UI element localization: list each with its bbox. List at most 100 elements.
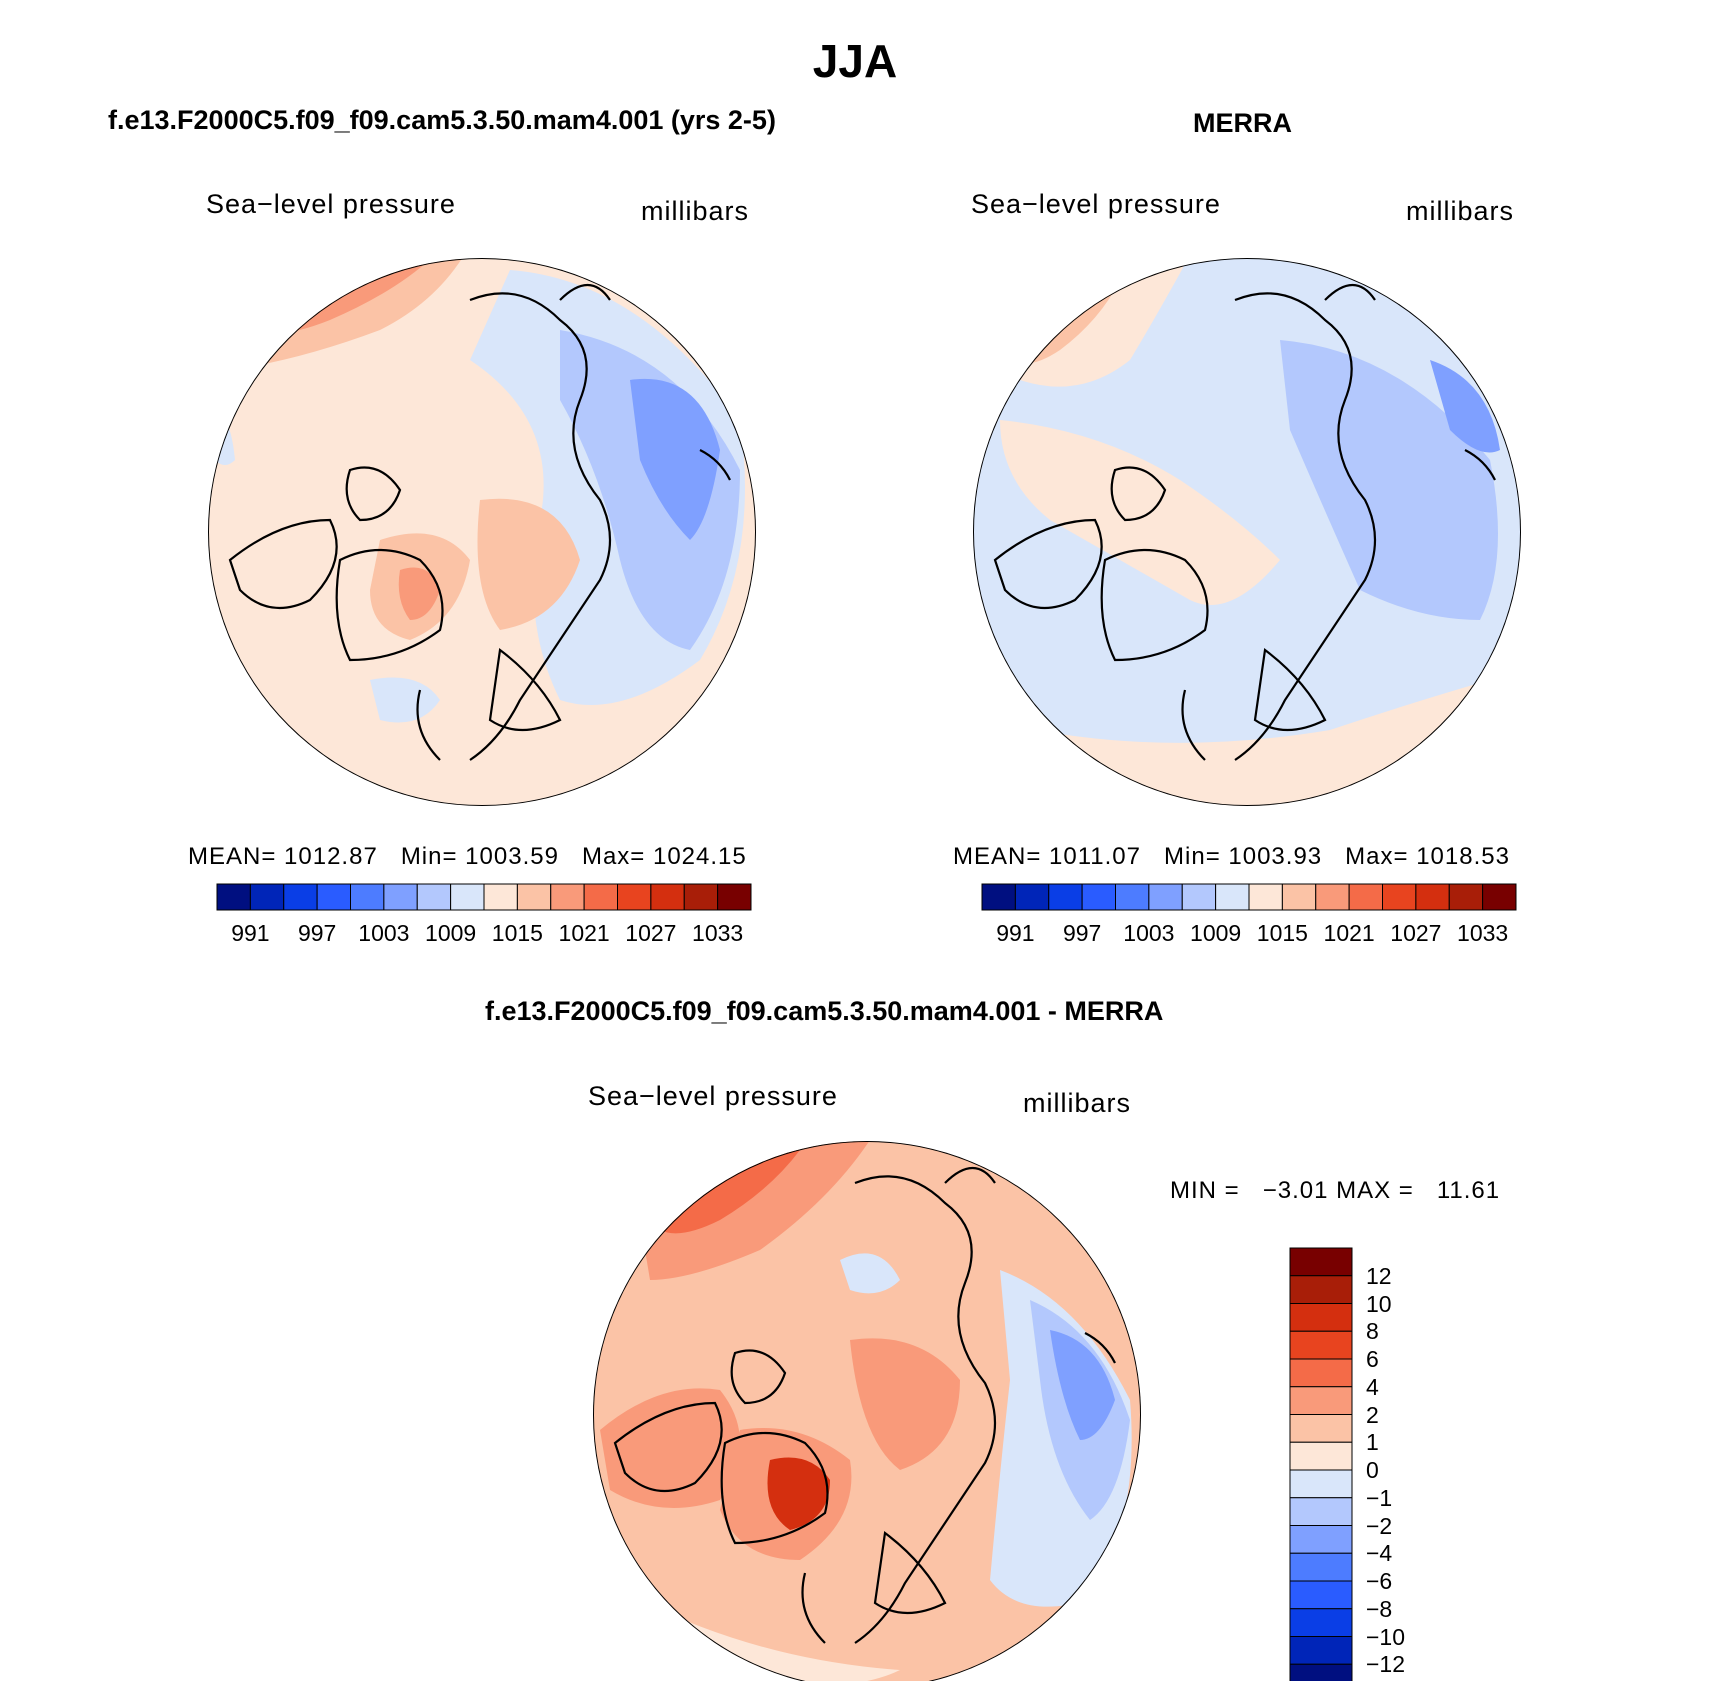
obs-colorbar-tick-label: 1003	[1123, 920, 1175, 946]
obs-map	[973, 258, 1521, 806]
model-colorbar-swatch	[416, 883, 452, 911]
obs-pacific-core-fill	[1430, 360, 1500, 453]
obs-colorbar-tick-label: 1021	[1323, 920, 1375, 946]
obs-min-value: 1003.93	[1228, 843, 1323, 870]
diff-min-value: −3.01	[1262, 1177, 1329, 1204]
model-min-label: Min=	[400, 843, 458, 870]
model-colorbar-tick-label: 1021	[558, 920, 610, 946]
diff-colorbar-swatch	[1289, 1275, 1353, 1304]
model-stats: MEAN= 1012.87 Min= 1003.59 Max= 1024.15	[188, 843, 747, 871]
obs-colorbar-tick-label: 1009	[1190, 920, 1242, 946]
obs-colorbar-swatch	[981, 883, 1016, 911]
diff-colorbar-tick-label: −1	[1366, 1484, 1393, 1511]
diff-colorbar-swatch	[1289, 1469, 1353, 1499]
model-colorbar-swatch	[483, 883, 518, 911]
diff-colorbar-tick-label: 4	[1366, 1373, 1379, 1400]
model-map	[208, 258, 756, 806]
model-mean-value: 1012.87	[284, 843, 378, 870]
diff-colorbar-swatch	[1289, 1552, 1353, 1582]
diff-panel-title: f.e13.F2000C5.f09_f09.cam5.3.50.mam4.001…	[485, 996, 1164, 1026]
diff-colorbar-tick-label: 6	[1366, 1346, 1379, 1372]
model-colorbar-tick-label: 1003	[358, 920, 410, 946]
diff-map	[593, 1141, 1141, 1681]
model-max-value: 1024.15	[652, 843, 747, 870]
obs-max-label: Max=	[1345, 843, 1409, 870]
model-colorbar-tick-label: 1015	[491, 920, 543, 946]
model-colorbar-swatch	[550, 883, 585, 911]
diff-coastlines	[613, 1167, 1116, 1644]
obs-colorbar-swatch	[1382, 883, 1417, 911]
obs-colorbar-tick-label: 1027	[1390, 920, 1442, 946]
diff-min-label: MIN =	[1170, 1177, 1240, 1204]
model-colorbar-swatch	[249, 883, 285, 911]
obs-colorbar-swatch	[1415, 883, 1450, 911]
model-mean-label: MEAN=	[188, 843, 277, 870]
model-colorbar-tick-label: 991	[231, 920, 270, 946]
diff-high-core-fill	[660, 1150, 800, 1234]
diff-colorbar-swatch	[1289, 1358, 1353, 1388]
diff-colorbar-tick-label: 2	[1366, 1401, 1379, 1428]
diff-colorbar-swatch	[1289, 1247, 1353, 1277]
model-min-value: 1003.59	[465, 843, 559, 870]
obs-colorbar-swatch	[1315, 883, 1350, 911]
obs-colorbar-swatch	[1215, 883, 1250, 911]
model-colorbar-swatch	[617, 883, 652, 911]
diff-colorbar-tick-label: −6	[1366, 1568, 1393, 1594]
obs-colorbar-swatch	[1348, 883, 1383, 911]
obs-colorbar	[981, 883, 1517, 911]
diff-stats: MIN = −3.01 MAX = 11.61	[1170, 1177, 1500, 1205]
diff-colorbar-tick-label: 8	[1366, 1318, 1379, 1345]
diff-colorbar-swatch	[1289, 1497, 1353, 1526]
model-colorbar-swatch	[717, 883, 752, 911]
model-coastlines	[228, 284, 731, 761]
diff-left-label: Sea−level pressure	[588, 1081, 838, 1111]
obs-colorbar-tick-label: 1033	[1457, 920, 1509, 946]
obs-mean-value: 1011.07	[1049, 843, 1142, 870]
model-colorbar-tick-label: 1033	[692, 920, 744, 946]
model-colorbar-swatch	[516, 883, 552, 911]
obs-colorbar-tick-label: 991	[996, 920, 1035, 946]
model-colorbar-swatch	[350, 883, 385, 911]
model-colorbar-swatch	[583, 883, 618, 911]
diff-colorbar-tick-label: −4	[1366, 1540, 1393, 1567]
diff-colorbar-swatch	[1289, 1608, 1353, 1637]
diff-colorbar-swatch	[1289, 1525, 1353, 1554]
obs-coastlines	[993, 284, 1496, 761]
obs-left-label: Sea−level pressure	[971, 189, 1221, 219]
diff-colorbar-tick-label: 1	[1366, 1429, 1379, 1456]
model-colorbar-tick-label: 997	[297, 920, 337, 946]
obs-colorbar-swatch	[1148, 883, 1183, 911]
diff-colorbar-tick-label: 10	[1366, 1290, 1392, 1317]
diff-west-fill	[600, 1388, 740, 1508]
obs-colorbar-swatch	[1081, 883, 1116, 911]
obs-panel-title: MERRA	[1193, 108, 1292, 138]
obs-colorbar-swatch	[1181, 883, 1217, 911]
diff-colorbar-tick-label: −10	[1366, 1623, 1406, 1650]
diff-colorbar-swatch	[1289, 1414, 1353, 1443]
model-colorbar-swatch	[316, 883, 351, 911]
obs-max-value: 1018.53	[1416, 843, 1510, 870]
model-colorbar-swatch	[216, 883, 251, 911]
diff-arctic-fill	[850, 1338, 960, 1470]
model-panel-title: f.e13.F2000C5.f09_f09.cam5.3.50.mam4.001…	[108, 105, 776, 135]
model-colorbar-tick-label: 1027	[625, 920, 677, 946]
diff-low-core-fill	[1050, 1330, 1115, 1440]
diff-max-label: MAX =	[1336, 1177, 1414, 1204]
obs-colorbar-swatch	[1048, 883, 1083, 911]
model-colorbar-swatch	[450, 883, 485, 911]
model-low-core-fill	[630, 378, 720, 540]
diff-colorbar-swatch	[1289, 1663, 1353, 1681]
obs-colorbar-tick-label: 1015	[1256, 920, 1308, 946]
model-colorbar-tick-label: 1009	[425, 920, 477, 946]
obs-colorbar-swatch	[1248, 883, 1283, 911]
obs-colorbar-swatch	[1482, 883, 1517, 911]
diff-high-region-fill	[640, 1141, 870, 1280]
model-atlantic-low-fill	[370, 677, 440, 723]
diff-colorbar-swatch	[1289, 1303, 1353, 1332]
model-colorbar-swatch	[683, 883, 719, 911]
diff-colorbar-swatch	[1289, 1580, 1353, 1610]
model-colorbar-swatch	[383, 883, 418, 911]
model-greenland-core-fill	[398, 567, 440, 620]
diff-max-value: 11.61	[1436, 1177, 1501, 1204]
